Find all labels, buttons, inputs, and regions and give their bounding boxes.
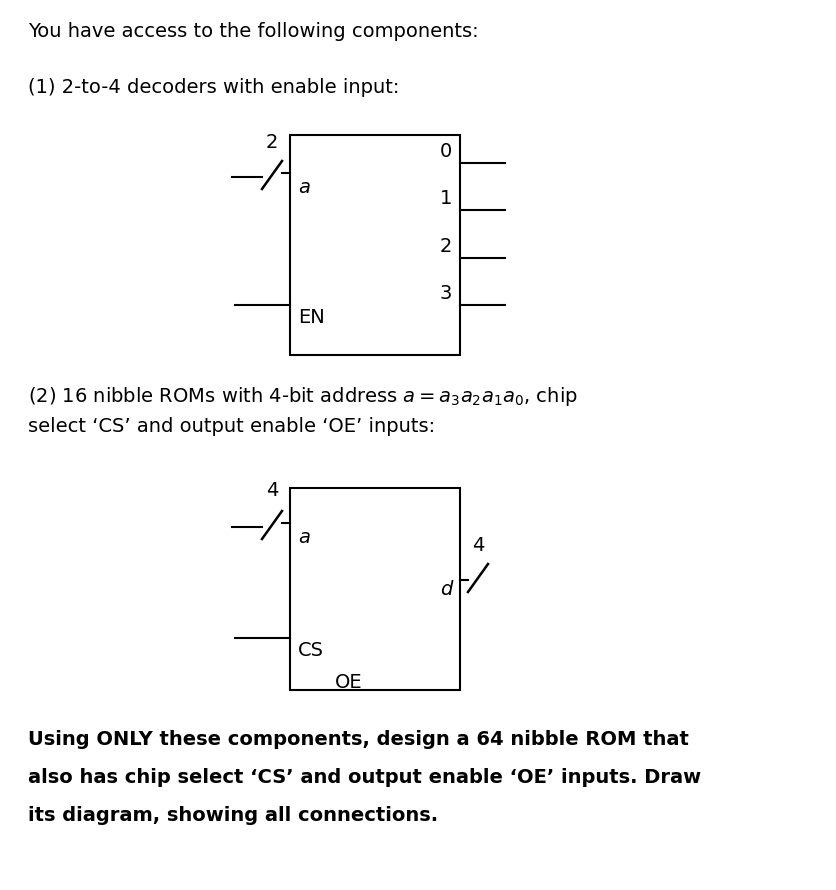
Text: 1: 1 — [439, 189, 451, 208]
Text: EN: EN — [298, 308, 324, 327]
Text: 0: 0 — [439, 142, 451, 161]
Text: also has chip select ‘CS’ and output enable ‘OE’ inputs. Draw: also has chip select ‘CS’ and output ena… — [28, 768, 701, 787]
Text: OE: OE — [334, 673, 362, 692]
Text: d: d — [439, 580, 451, 599]
Text: 3: 3 — [439, 284, 451, 303]
Text: (2) 16 nibble ROMs with 4-bit address $a = a_3a_2a_1a_0$, chip: (2) 16 nibble ROMs with 4-bit address $a… — [28, 385, 577, 408]
Text: 2: 2 — [439, 237, 451, 256]
Text: (1) 2-to-4 decoders with enable input:: (1) 2-to-4 decoders with enable input: — [28, 78, 399, 97]
Text: 4: 4 — [472, 536, 484, 555]
Text: select ‘CS’ and output enable ‘OE’ inputs:: select ‘CS’ and output enable ‘OE’ input… — [28, 417, 435, 436]
Text: Using ONLY these components, design a 64 nibble ROM that: Using ONLY these components, design a 64… — [28, 730, 688, 749]
Text: a: a — [298, 178, 309, 197]
Bar — [289, 488, 460, 690]
Text: You have access to the following components:: You have access to the following compone… — [28, 22, 478, 41]
Text: 2: 2 — [265, 133, 278, 152]
Text: its diagram, showing all connections.: its diagram, showing all connections. — [28, 806, 437, 825]
Text: 4: 4 — [265, 481, 278, 500]
Bar — [289, 135, 460, 355]
Text: CS: CS — [298, 641, 324, 660]
Text: a: a — [298, 528, 309, 547]
